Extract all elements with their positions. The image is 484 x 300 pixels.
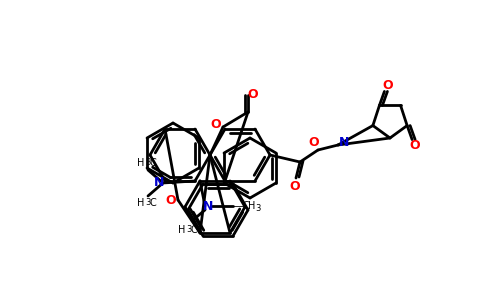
Text: H: H bbox=[137, 158, 145, 168]
Text: O: O bbox=[248, 88, 258, 101]
Text: O: O bbox=[211, 118, 221, 131]
Text: O: O bbox=[410, 139, 421, 152]
Text: N: N bbox=[203, 200, 213, 213]
Text: 3: 3 bbox=[145, 158, 151, 167]
Text: O: O bbox=[290, 179, 300, 193]
Text: C: C bbox=[242, 201, 249, 211]
Text: H: H bbox=[248, 201, 256, 211]
Text: 3: 3 bbox=[256, 204, 261, 213]
Text: 3: 3 bbox=[145, 199, 151, 208]
Text: O: O bbox=[309, 136, 319, 149]
Text: O: O bbox=[166, 194, 176, 206]
Text: C: C bbox=[191, 225, 197, 235]
Text: 3: 3 bbox=[186, 225, 192, 234]
Text: H: H bbox=[178, 225, 186, 235]
Text: O: O bbox=[382, 79, 393, 92]
Text: —: — bbox=[232, 201, 243, 211]
Text: C: C bbox=[150, 198, 156, 208]
Text: H: H bbox=[137, 198, 145, 208]
Text: N: N bbox=[154, 176, 164, 190]
Text: N: N bbox=[339, 136, 349, 149]
Text: C: C bbox=[150, 158, 156, 168]
